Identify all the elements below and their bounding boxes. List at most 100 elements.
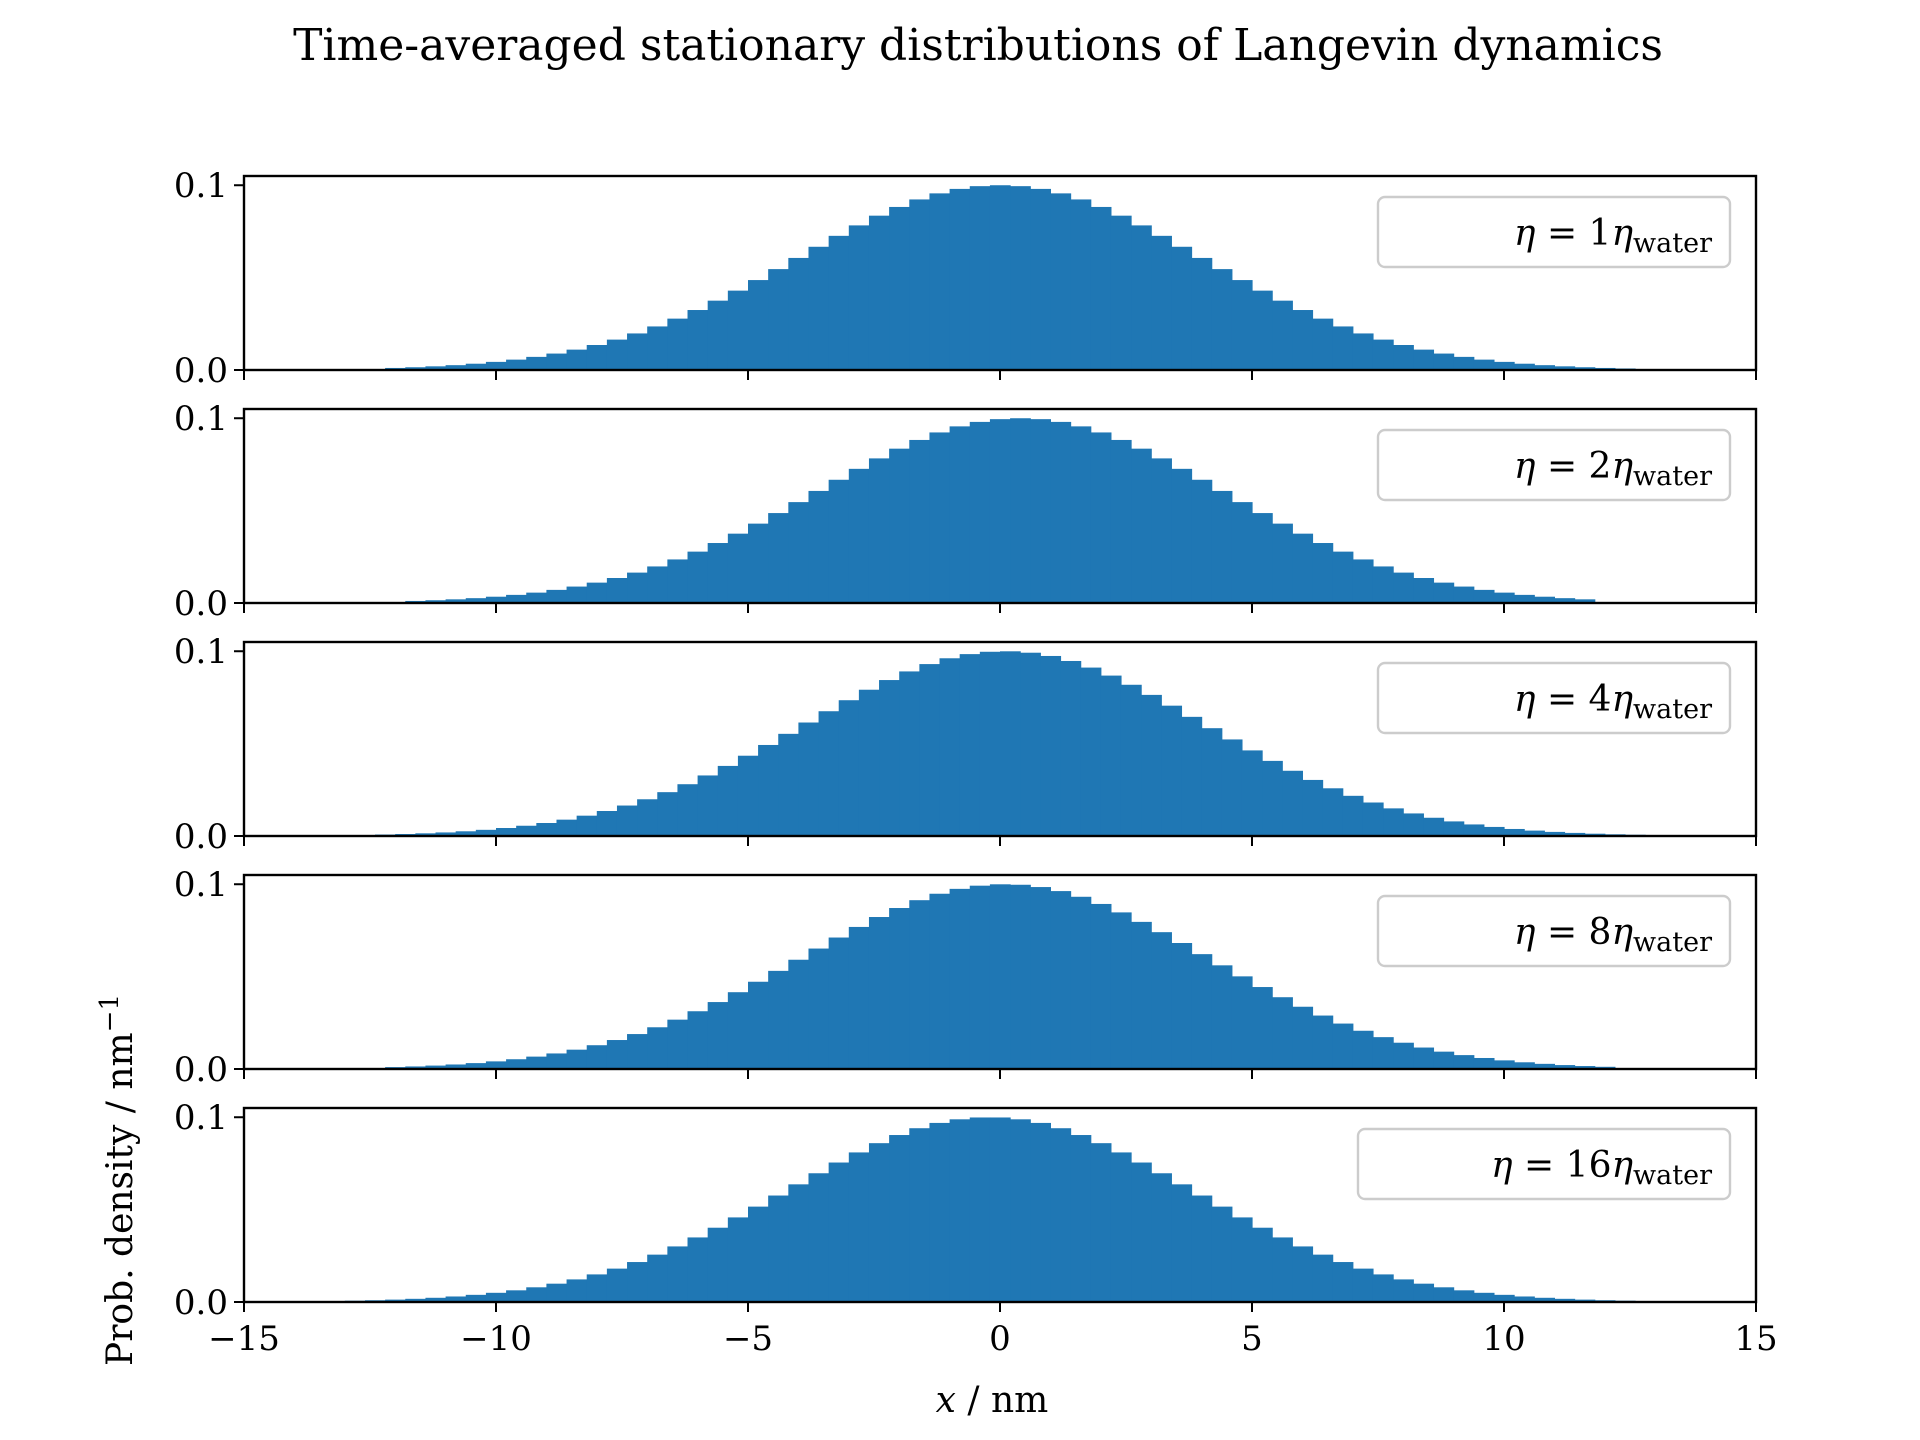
histogram-bar (1493, 361, 1515, 370)
histogram-bar (667, 1019, 689, 1069)
histogram-bar (576, 815, 598, 836)
histogram-bar (667, 318, 689, 370)
histogram-bar (546, 589, 568, 603)
histogram-bar (868, 458, 890, 603)
histogram-bar (1574, 599, 1596, 603)
histogram-bar (848, 926, 870, 1069)
histogram-bar (445, 1296, 467, 1302)
histogram-bar (526, 1056, 547, 1069)
histogram-bar (1030, 419, 1051, 603)
histogram-bar (1141, 694, 1162, 836)
histogram-bar (1483, 826, 1505, 836)
histogram-bar (1070, 426, 1092, 603)
histogram-bar (1131, 921, 1152, 1069)
y-axis-label: Prob. density / nm−1 (95, 994, 141, 1366)
legend-label: η = 2ηwater (1514, 446, 1712, 492)
histogram-bar (1272, 523, 1293, 603)
histogram-bar (768, 269, 789, 370)
histogram-bar (1453, 356, 1475, 370)
histogram-bar (1514, 1296, 1535, 1302)
histogram-bar (707, 1002, 729, 1069)
histogram (405, 418, 1596, 603)
histogram-bar (1221, 739, 1243, 836)
histogram-bar (1423, 817, 1445, 836)
y-tick-label: 0.1 (174, 399, 228, 439)
histogram-bar (1030, 1122, 1051, 1302)
histogram-bar (969, 885, 991, 1069)
histogram-bar (1413, 1283, 1435, 1302)
histogram-bar (868, 1143, 890, 1302)
histogram-bar (788, 502, 810, 603)
histogram-bar (1191, 257, 1213, 370)
histogram-bar (455, 831, 477, 836)
histogram-bar (1050, 1128, 1072, 1302)
histogram-bar (425, 366, 447, 370)
histogram-bar (1050, 421, 1072, 603)
histogram-bar (1272, 1237, 1293, 1302)
histogram-bar (647, 1027, 668, 1069)
histogram-bar (1292, 1246, 1314, 1302)
histogram-bar (1090, 206, 1112, 370)
y-tick-label: 0.0 (174, 1050, 228, 1090)
histogram-bar (536, 823, 558, 836)
histogram-bar (969, 186, 991, 370)
histogram-bar (1191, 1195, 1213, 1302)
histogram-bar (889, 1135, 910, 1302)
histogram-bar (1110, 1152, 1132, 1302)
histogram-bar (687, 1011, 709, 1069)
histogram-bar (1151, 458, 1172, 603)
histogram-bar (758, 744, 779, 836)
histogram-bar (808, 948, 830, 1069)
histogram-bar (1211, 269, 1233, 370)
histogram-bar (1131, 448, 1152, 603)
histogram-bar (1524, 830, 1545, 836)
histogram-bar (1090, 903, 1112, 1069)
histogram-bar (1231, 976, 1253, 1069)
histogram-bar (1201, 728, 1223, 836)
histogram-bar (1544, 831, 1566, 836)
histogram-bar (1171, 468, 1193, 603)
histogram-bar (1332, 1023, 1354, 1069)
histogram-bar (1352, 559, 1374, 603)
histogram-bar (1292, 1006, 1314, 1069)
histogram-bar (1554, 1065, 1576, 1069)
histogram-bar (445, 599, 467, 603)
histogram-bar (526, 356, 547, 370)
histogram-bar (616, 805, 638, 836)
histogram-bar (868, 917, 890, 1069)
histogram-bar (506, 1059, 527, 1069)
histogram-bar (1171, 943, 1193, 1069)
histogram-bar (1403, 813, 1424, 836)
histogram (385, 884, 1616, 1069)
histogram-bar (667, 559, 689, 603)
histogram-bar (1151, 1173, 1172, 1302)
histogram-bar (1161, 705, 1183, 836)
histogram-bar (1372, 1274, 1394, 1302)
histogram-bar (1383, 808, 1404, 836)
histogram-bar (909, 900, 931, 1069)
histogram-bar (405, 1298, 427, 1302)
histogram-bar (1080, 667, 1102, 836)
histogram-bar (1504, 828, 1525, 836)
histogram-bar (1211, 1206, 1233, 1302)
histogram-bar (1473, 1292, 1495, 1302)
histogram-bar (516, 825, 537, 836)
histogram-bar (788, 257, 810, 370)
histogram-bar (788, 959, 810, 1069)
histogram-bar (1413, 1047, 1435, 1069)
histogram-bar (1070, 896, 1092, 1069)
histogram-bar (506, 359, 527, 370)
histogram-bar (1120, 684, 1142, 836)
histogram-bar (1070, 199, 1092, 370)
histogram-bar (717, 765, 739, 836)
histogram-bar (465, 363, 487, 370)
legend: η = 16ηwater (1356, 1127, 1732, 1201)
histogram-bar (707, 543, 729, 603)
histogram-bar (989, 1117, 1011, 1302)
histogram-bar (627, 572, 648, 603)
histogram-bar (1171, 1184, 1193, 1302)
histogram-bar (828, 1162, 850, 1302)
histogram-bar (828, 937, 850, 1069)
histogram-bar (1473, 1057, 1495, 1069)
histogram-bar (1393, 1042, 1414, 1069)
